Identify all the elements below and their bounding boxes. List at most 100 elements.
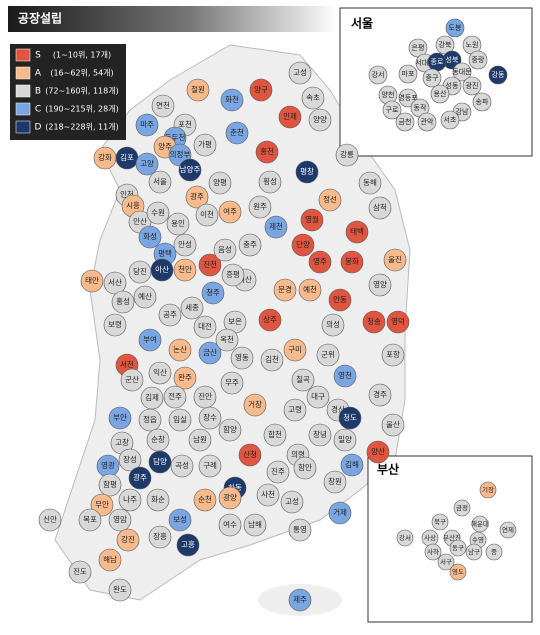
region	[340, 250, 364, 274]
region	[472, 92, 492, 112]
region-label: 동대문	[452, 68, 472, 76]
region	[358, 171, 382, 195]
region	[293, 456, 317, 480]
region	[288, 61, 312, 85]
region-label: 성북	[446, 55, 459, 64]
region-label: 속초	[306, 93, 320, 102]
region-label: 정읍	[143, 414, 157, 424]
region	[424, 543, 442, 561]
region	[449, 563, 467, 581]
region-label: 연천	[156, 100, 170, 110]
region-label: 경산	[331, 404, 345, 414]
region-label: 전주	[168, 391, 182, 401]
region-label: 남원	[193, 435, 207, 444]
region-label: 함평	[103, 479, 117, 489]
region	[111, 290, 135, 314]
region-label: 공주	[163, 310, 177, 319]
region	[163, 385, 187, 409]
legend-grade: A	[35, 69, 42, 79]
region	[335, 143, 359, 167]
region	[333, 428, 357, 452]
region	[225, 121, 249, 145]
region	[308, 108, 332, 132]
region	[238, 443, 262, 467]
region-label: 금천	[399, 117, 412, 126]
region-label: 여주	[223, 206, 237, 216]
region	[170, 454, 194, 478]
legend-label: (72~160위, 118개)	[45, 86, 118, 96]
region-label: 동구	[452, 544, 464, 552]
region-label: 진주	[271, 466, 285, 476]
region	[453, 499, 471, 517]
region-label: 부산진	[443, 533, 461, 542]
region	[362, 310, 386, 334]
region	[180, 296, 204, 320]
region-label: 영월	[305, 214, 319, 224]
region-label: 수원	[151, 208, 165, 217]
region	[168, 408, 192, 432]
region-label: 남양주	[180, 165, 201, 174]
region	[445, 18, 465, 38]
region-label: 장성	[123, 454, 137, 464]
region	[382, 100, 402, 120]
region	[150, 258, 174, 282]
region	[173, 233, 197, 257]
region-label: 남구	[468, 547, 480, 556]
region-label: 광주	[133, 472, 147, 482]
region	[168, 338, 192, 362]
region-label: 보은	[228, 317, 242, 326]
region-label: 해운대	[471, 519, 489, 528]
region	[381, 343, 405, 367]
region	[437, 553, 455, 571]
region	[462, 76, 482, 96]
region-label: 동두천	[165, 132, 186, 142]
region-label: 고성	[285, 497, 299, 506]
region-label: 파주	[140, 120, 154, 129]
region-label: 의령	[291, 449, 305, 459]
region-label: 김제	[145, 392, 159, 402]
region	[148, 170, 172, 194]
region	[368, 383, 392, 407]
region-label: 단양	[296, 239, 310, 249]
region-label: 동작	[414, 103, 427, 112]
region-label: 진도	[73, 566, 87, 576]
region	[98, 473, 122, 497]
region-label: 양양	[313, 115, 327, 124]
region	[248, 195, 272, 219]
region-label: 서천	[120, 359, 134, 369]
region	[193, 488, 217, 512]
region-label: 여수	[223, 519, 237, 529]
region-label: 제주	[293, 595, 307, 604]
region-label: 무안	[95, 499, 109, 509]
region	[135, 152, 159, 176]
region	[176, 533, 200, 557]
region-label: 홍성	[116, 296, 130, 306]
region	[148, 525, 172, 549]
region	[120, 368, 144, 392]
region-label: 담양	[153, 456, 167, 466]
region	[318, 188, 342, 212]
region	[213, 238, 237, 262]
region-label: 완도	[113, 585, 127, 594]
region	[220, 88, 244, 112]
region	[398, 88, 418, 108]
region	[308, 250, 332, 274]
region-label: 목포	[83, 515, 97, 524]
region	[368, 65, 388, 85]
region-label: 서산	[108, 277, 122, 287]
region-label: 동해	[363, 177, 377, 187]
region-label: 영덕	[391, 316, 405, 326]
region-label: 양평	[213, 177, 227, 187]
region	[328, 288, 352, 312]
region-label: 충주	[243, 240, 257, 249]
region	[366, 440, 390, 464]
region-label: 순천	[198, 494, 212, 504]
region	[449, 539, 467, 557]
region-label: 문경	[278, 284, 292, 294]
region-label: 중	[491, 548, 497, 556]
region-label: 상주	[263, 314, 277, 324]
region-label: 신안	[43, 514, 57, 524]
region-label: 송파	[476, 97, 489, 106]
region-label: 양주	[158, 142, 172, 151]
region	[108, 578, 132, 602]
